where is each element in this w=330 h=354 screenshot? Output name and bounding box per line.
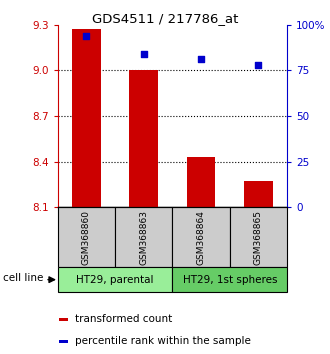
Bar	[58, 207, 115, 267]
Text: GSM368863: GSM368863	[139, 210, 148, 265]
Bar	[72, 29, 101, 207]
Point	[141, 51, 147, 57]
Bar	[173, 267, 287, 292]
Text: cell line: cell line	[3, 273, 44, 283]
Point	[198, 57, 204, 62]
Text: transformed count: transformed count	[75, 314, 172, 324]
Text: HT29, 1st spheres: HT29, 1st spheres	[182, 275, 277, 285]
Bar	[58, 267, 173, 292]
Bar	[187, 157, 215, 207]
Bar	[59, 318, 68, 321]
Text: percentile rank within the sample: percentile rank within the sample	[75, 336, 251, 346]
Text: GSM368865: GSM368865	[254, 210, 263, 265]
Point	[256, 62, 261, 68]
Bar	[129, 70, 158, 207]
Bar	[115, 207, 173, 267]
Bar	[244, 181, 273, 207]
Bar	[173, 207, 230, 267]
Text: GDS4511 / 217786_at: GDS4511 / 217786_at	[92, 12, 238, 25]
Bar	[59, 340, 68, 343]
Bar	[230, 207, 287, 267]
Text: HT29, parental: HT29, parental	[76, 275, 154, 285]
Text: GSM368860: GSM368860	[82, 210, 91, 265]
Text: GSM368864: GSM368864	[197, 210, 206, 265]
Point	[84, 33, 89, 39]
